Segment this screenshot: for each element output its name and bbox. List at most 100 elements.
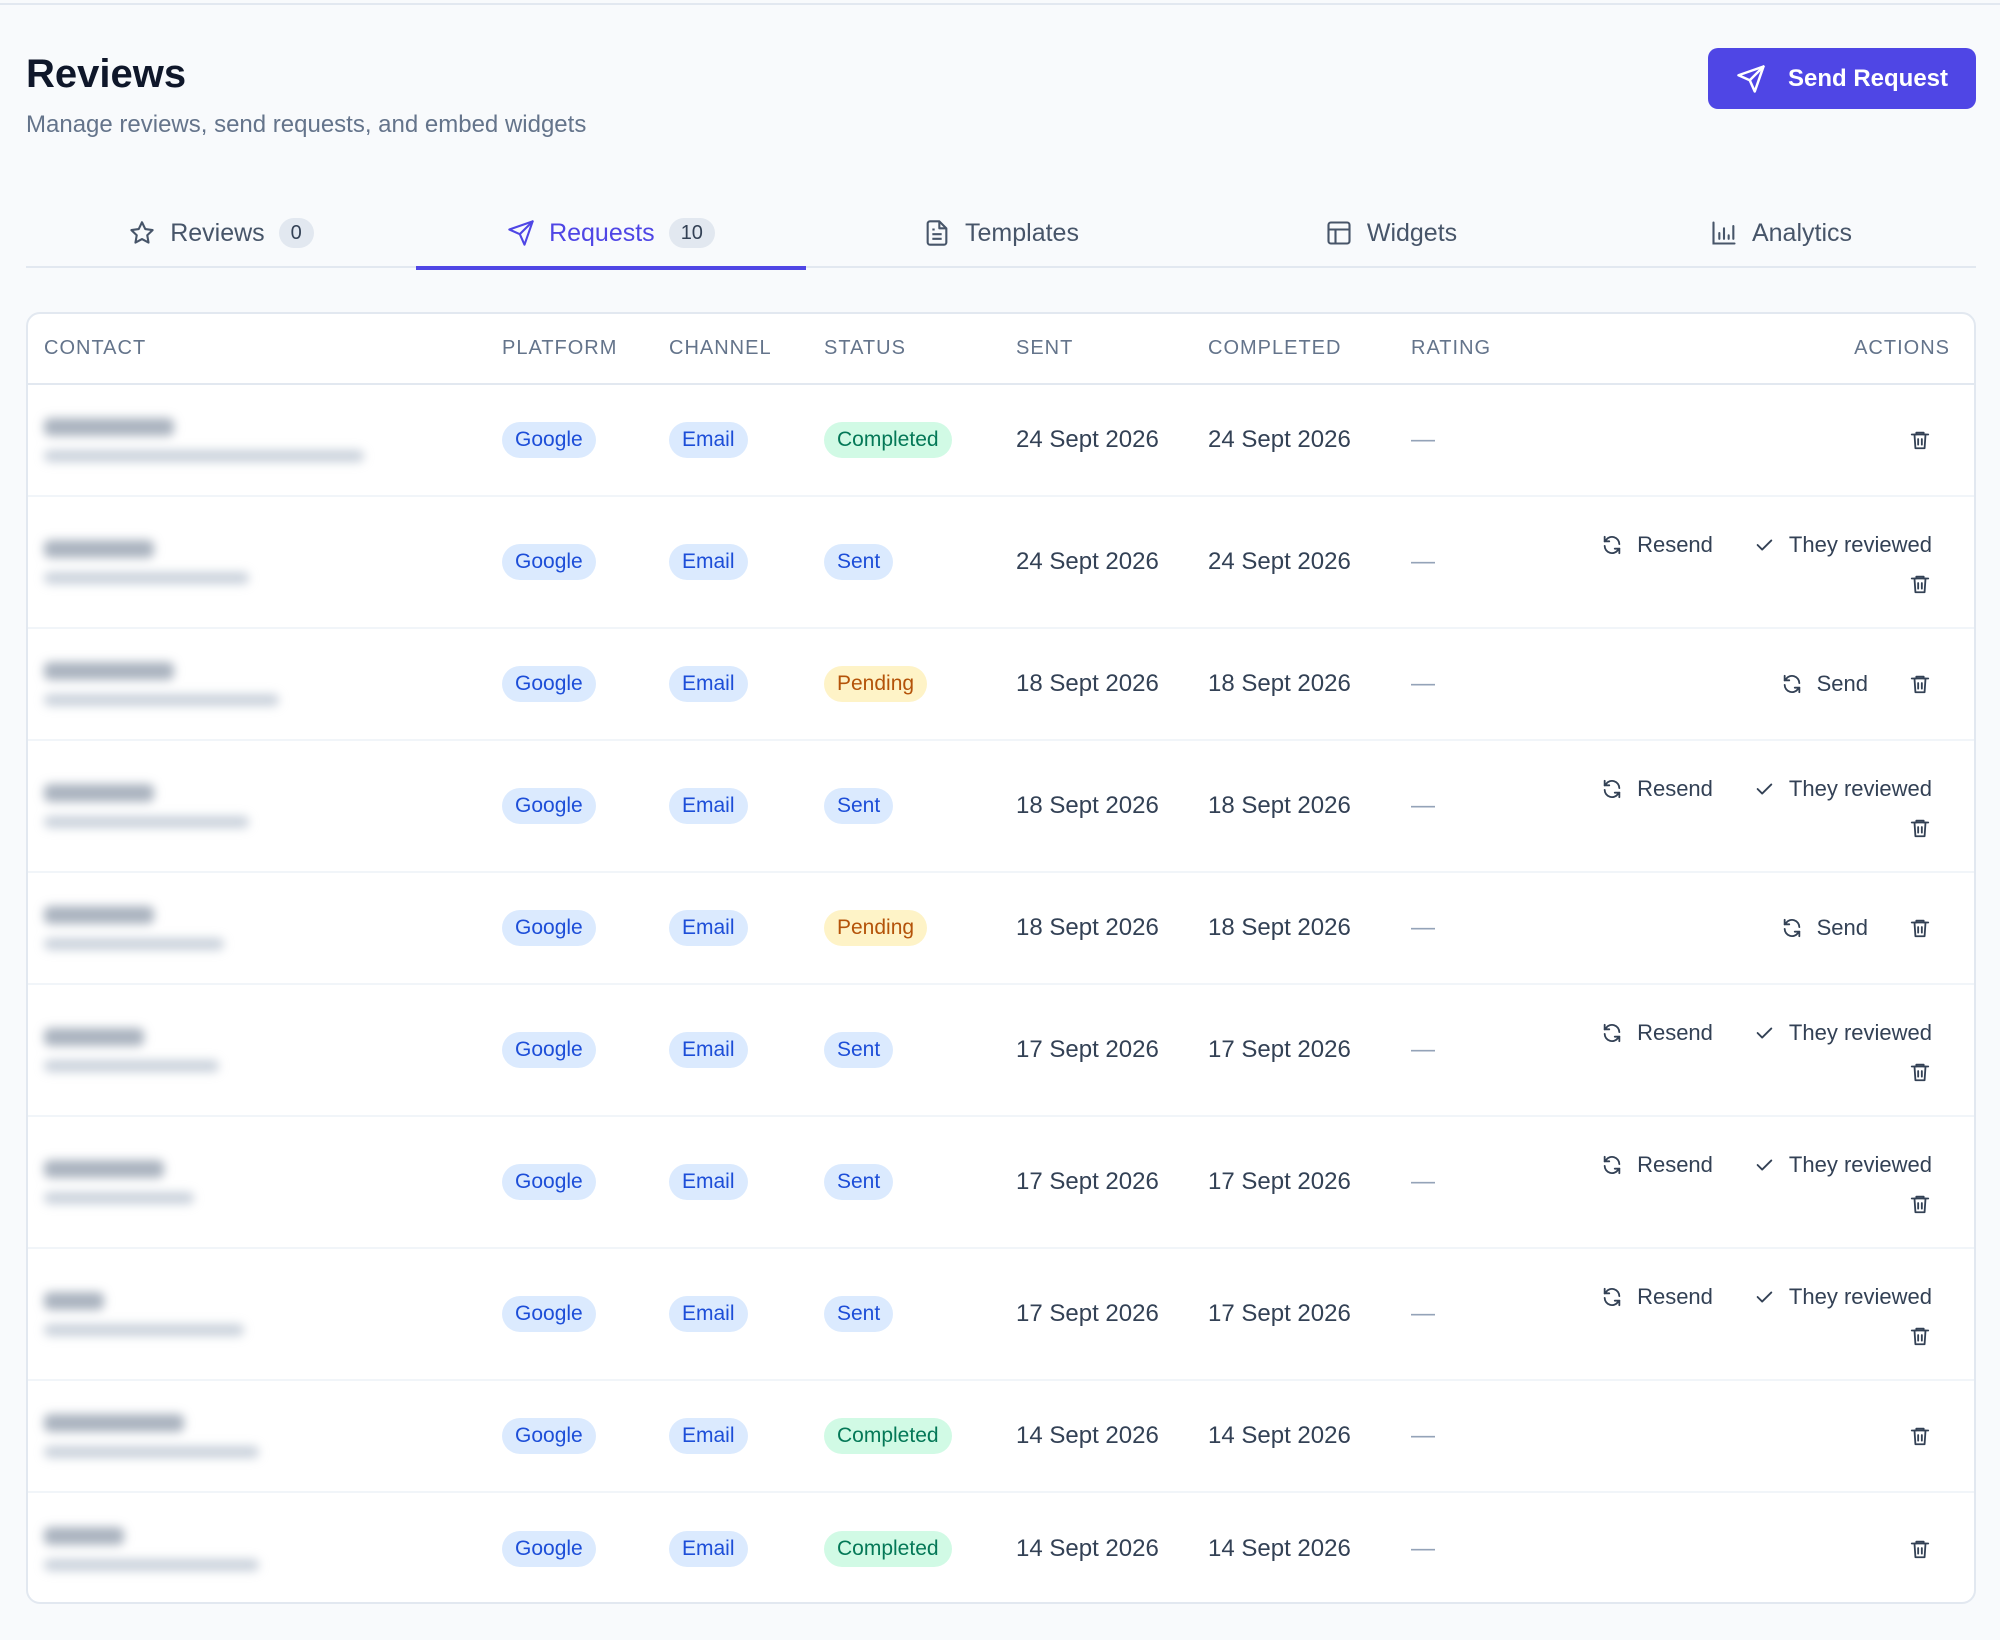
status-cell: Completed [808,1380,1000,1493]
table-row: Google Email Sent 17 Sept 2026 17 Sept 2026—… [28,1248,1974,1381]
delete-button[interactable] [1908,1060,1932,1084]
channel-cell: Email [653,384,808,497]
resend-button[interactable]: Resend [1601,1280,1713,1314]
send-request-button[interactable]: Send Request [1708,48,1976,109]
contact-email-redacted [44,450,364,462]
table-row: Google Email Completed 14 Sept 2026 14 Sept … [28,1492,1974,1602]
header-actions: ACTIONS [1545,314,1974,385]
send-button[interactable]: Send [1781,911,1868,945]
sent-date: 17 Sept 2026 [1000,1116,1192,1249]
they-reviewed-button[interactable]: They reviewed [1753,1016,1932,1050]
delete-button[interactable] [1908,1324,1932,1348]
channel-badge: Email [669,1164,748,1200]
status-badge: Sent [824,1164,894,1200]
refresh-icon [1603,779,1621,799]
platform-cell: Google [486,1380,653,1493]
send-label: Send [1816,671,1868,696]
delete-button[interactable] [1908,916,1932,940]
delete-button[interactable] [1908,1424,1932,1448]
header-sent[interactable]: SENT [1000,314,1192,385]
rating-value: — [1395,384,1545,497]
delete-button[interactable] [1908,1192,1932,1216]
resend-button[interactable]: Resend [1601,528,1713,562]
delete-button[interactable] [1908,672,1932,696]
platform-cell: Google [486,384,653,497]
channel-badge: Email [669,788,748,824]
channel-cell: Email [653,1492,808,1602]
contact-cell [28,496,486,629]
table-row: Google Email Pending 18 Sept 2026 18 Sept 20… [28,872,1974,985]
they-reviewed-label: They reviewed [1788,1152,1932,1177]
contact-email-redacted [44,572,249,584]
delete-button[interactable] [1908,816,1932,840]
they-reviewed-button[interactable]: They reviewed [1753,772,1932,806]
header-rating[interactable]: RATING [1395,314,1545,385]
rating-value: — [1395,984,1545,1117]
status-badge: Sent [824,544,894,580]
actions-cell: Resend They reviewed [1545,984,1974,1117]
contact-name-redacted [44,906,154,924]
contact-redacted [44,906,470,950]
tab-widgets[interactable]: Widgets [1196,198,1586,268]
channel-badge: Email [669,1418,748,1454]
rating-value: — [1395,1380,1545,1493]
rating-value: — [1395,628,1545,741]
they-reviewed-label: They reviewed [1788,532,1932,557]
they-reviewed-button[interactable]: They reviewed [1753,1148,1932,1182]
page-title: Reviews [26,52,187,96]
they-reviewed-button[interactable]: They reviewed [1753,528,1932,562]
contact-cell [28,1492,486,1602]
platform-cell: Google [486,628,653,741]
resend-label: Resend [1637,776,1713,801]
channel-cell: Email [653,628,808,741]
sent-date: 18 Sept 2026 [1000,628,1192,741]
trash-icon [1910,431,1930,450]
header-contact[interactable]: CONTACT [28,314,486,385]
contact-email-redacted [44,1446,259,1458]
resend-label: Resend [1637,1152,1713,1177]
contact-cell [28,628,486,741]
contact-redacted [44,540,470,584]
delete-button[interactable] [1908,428,1932,452]
contact-email-redacted [44,694,279,706]
they-reviewed-button[interactable]: They reviewed [1753,1280,1932,1314]
tab-reviews-label: Reviews [170,218,265,247]
rating-value: — [1395,740,1545,873]
tab-templates-label: Templates [965,218,1079,247]
contact-redacted [44,1160,470,1204]
contact-cell [28,984,486,1117]
tab-reviews[interactable]: Reviews 0 [26,198,416,268]
status-cell: Completed [808,384,1000,497]
they-reviewed-label: They reviewed [1788,1284,1932,1309]
header-channel[interactable]: CHANNEL [653,314,808,385]
header-status[interactable]: STATUS [808,314,1000,385]
resend-button[interactable]: Resend [1601,1148,1713,1182]
channel-cell: Email [653,1248,808,1381]
table-row: Google Email Sent 17 Sept 2026 17 Sept 2026—… [28,984,1974,1117]
resend-button[interactable]: Resend [1601,772,1713,806]
header-completed[interactable]: COMPLETED [1192,314,1395,385]
contact-email-redacted [44,1192,194,1204]
delete-button[interactable] [1908,1537,1932,1561]
status-cell: Completed [808,1492,1000,1602]
tab-analytics[interactable]: Analytics [1586,198,1976,268]
contact-name-redacted [44,540,154,558]
tab-requests[interactable]: Requests 10 [416,198,806,270]
sent-date: 18 Sept 2026 [1000,740,1192,873]
sent-date: 18 Sept 2026 [1000,872,1192,985]
send-button[interactable]: Send [1781,667,1868,701]
completed-date: 24 Sept 2026 [1192,384,1395,497]
trash-icon [1910,1195,1930,1214]
rating-value: — [1395,872,1545,985]
tab-templates[interactable]: Templates [806,198,1196,268]
resend-button[interactable]: Resend [1601,1016,1713,1050]
status-cell: Sent [808,984,1000,1117]
delete-button[interactable] [1908,572,1932,596]
header-platform[interactable]: PLATFORM [486,314,653,385]
channel-cell: Email [653,1380,808,1493]
actions-cell: Send [1545,872,1974,985]
layout-icon [1327,221,1351,245]
send-label: Send [1816,915,1868,940]
actions-cell [1545,1380,1974,1493]
contact-redacted [44,1526,470,1571]
